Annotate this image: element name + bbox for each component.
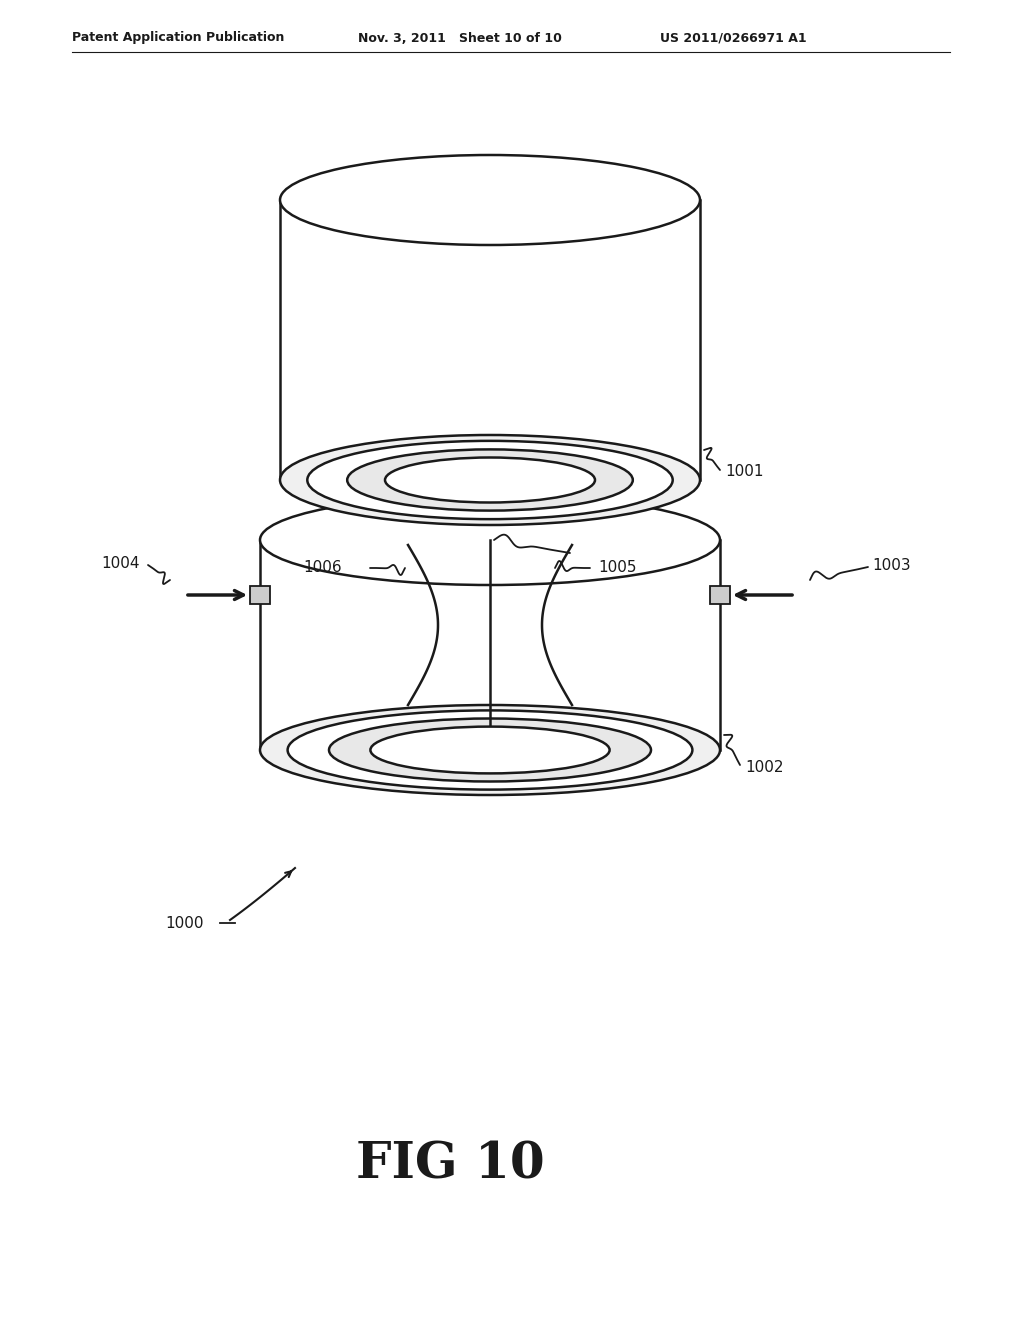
Text: 1000: 1000 <box>165 916 204 932</box>
Text: Patent Application Publication: Patent Application Publication <box>72 32 285 45</box>
Text: 1006: 1006 <box>303 561 342 576</box>
Text: Nov. 3, 2011   Sheet 10 of 10: Nov. 3, 2011 Sheet 10 of 10 <box>358 32 562 45</box>
Ellipse shape <box>347 449 633 511</box>
Ellipse shape <box>260 495 720 585</box>
Text: 1007: 1007 <box>575 548 613 562</box>
Ellipse shape <box>280 436 700 525</box>
Text: US 2011/0266971 A1: US 2011/0266971 A1 <box>660 32 807 45</box>
Text: 1004: 1004 <box>101 556 140 570</box>
Ellipse shape <box>280 154 700 246</box>
Text: 1001: 1001 <box>725 465 764 479</box>
Ellipse shape <box>288 710 692 789</box>
Bar <box>710 586 730 605</box>
Ellipse shape <box>385 458 595 503</box>
Ellipse shape <box>371 726 609 774</box>
Text: 1005: 1005 <box>598 561 637 576</box>
Ellipse shape <box>307 441 673 519</box>
Bar <box>250 586 270 605</box>
Ellipse shape <box>329 718 651 781</box>
Text: FIG 10: FIG 10 <box>355 1140 545 1189</box>
Text: 1003: 1003 <box>872 557 910 573</box>
Ellipse shape <box>260 705 720 795</box>
Text: 1002: 1002 <box>745 760 783 776</box>
